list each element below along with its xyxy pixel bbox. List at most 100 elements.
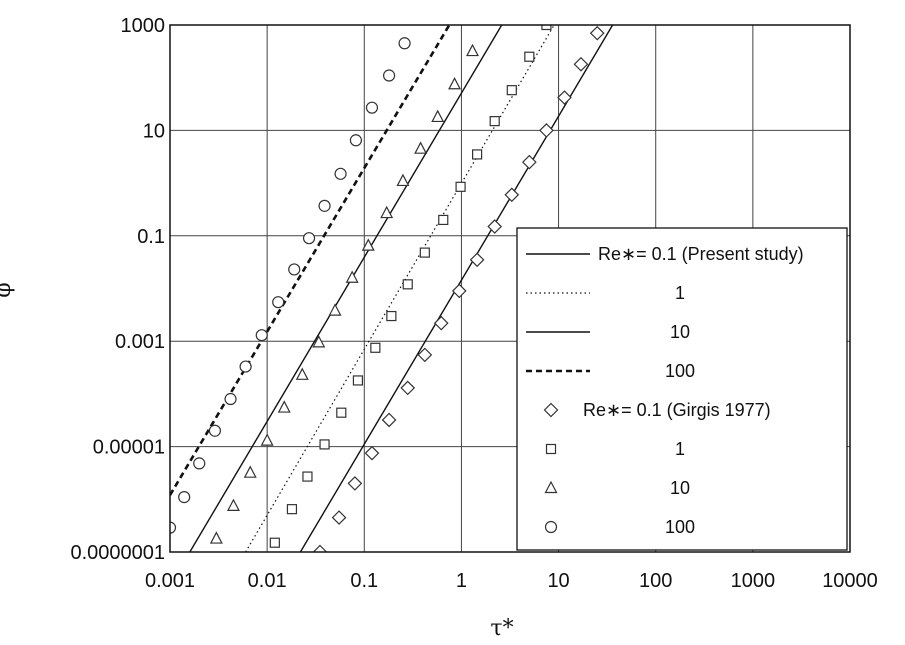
data-point <box>243 465 257 478</box>
markers <box>170 6 605 552</box>
data-point <box>239 360 252 373</box>
data-point <box>524 51 535 62</box>
data-point <box>226 498 240 511</box>
y-tick-label: 0.1 <box>137 226 165 248</box>
data-point <box>302 232 316 245</box>
data-point <box>573 56 589 72</box>
data-point <box>455 181 466 192</box>
data-point <box>286 504 298 515</box>
data-point <box>589 25 605 41</box>
data-point <box>382 69 396 82</box>
data-point <box>193 457 206 470</box>
x-tick-label: 10 <box>547 570 569 592</box>
legend-marker-swatch <box>544 520 558 534</box>
data-point <box>365 101 379 114</box>
data-point <box>334 167 347 180</box>
data-point <box>557 90 572 105</box>
legend-label: 100 <box>665 361 695 381</box>
legend-marker-swatch <box>544 480 558 494</box>
legend-label: 10 <box>670 322 690 342</box>
data-point <box>386 310 397 322</box>
data-point <box>208 424 222 437</box>
data-point <box>272 296 285 309</box>
data-point <box>288 263 301 276</box>
data-point <box>438 214 449 226</box>
data-point <box>209 531 223 544</box>
data-point <box>398 37 411 50</box>
data-point <box>364 445 380 461</box>
data-point <box>295 367 309 380</box>
data-point <box>400 380 416 396</box>
legend-label: 1 <box>675 283 685 303</box>
data-point <box>539 123 554 138</box>
data-point <box>260 433 274 446</box>
legend-label: Re∗= 0.1 (Girgis 1977) <box>583 400 771 420</box>
data-point <box>319 439 330 450</box>
x-tick-label: 0.001 <box>145 570 195 592</box>
data-point <box>312 544 328 552</box>
y-tick-label: 1000 <box>121 15 166 37</box>
data-point <box>328 303 342 316</box>
plot-frame <box>169 24 851 553</box>
x-tick-label: 1000 <box>731 570 776 592</box>
x-tick-label: 0.01 <box>248 570 287 592</box>
data-point <box>380 205 394 219</box>
legend-box <box>516 227 848 551</box>
data-point <box>255 329 268 342</box>
data-point <box>469 252 485 268</box>
data-point <box>419 247 430 258</box>
y-axis-label: φ <box>0 282 16 297</box>
data-point <box>448 76 462 90</box>
data-point <box>541 25 552 31</box>
legend: Re∗= 0.1 (Present study) 1 10 100 Re∗= 0.1 (… <box>516 227 848 551</box>
y-tick-label: 0.00001 <box>93 437 165 459</box>
data-point <box>347 476 363 491</box>
data-point <box>396 173 410 187</box>
data-point <box>336 407 347 418</box>
y-tick-label: 0.001 <box>115 331 165 353</box>
x-tick-labels: 0.001 0.01 0.1 1 10 100 1000 10000 <box>145 570 878 592</box>
data-point <box>472 149 483 160</box>
x-tick-label: 10000 <box>822 570 878 592</box>
data-point <box>414 141 428 154</box>
data-point <box>521 154 537 170</box>
x-tick-label: 100 <box>639 570 672 592</box>
data-point <box>312 335 326 348</box>
data-point <box>318 199 331 212</box>
x-axis-label: τ* <box>490 616 513 641</box>
data-point <box>345 270 359 283</box>
data-point <box>451 283 467 299</box>
data-point <box>433 315 449 331</box>
x-tick-label: 0.1 <box>350 570 378 592</box>
fit-line <box>245 25 555 552</box>
legend-label: 1 <box>675 439 685 459</box>
data-point <box>417 347 433 363</box>
data-point <box>489 116 500 127</box>
y-tick-labels: 0.0000001 0.00001 0.001 0.1 10 1000 <box>70 15 165 564</box>
legend-marker-swatch <box>545 443 557 455</box>
x-tick-label: 1 <box>456 570 467 592</box>
data-point <box>417 6 428 17</box>
fit-line <box>189 25 503 552</box>
legend-label: Re∗= 0.1 (Present study) <box>598 244 804 264</box>
data-point <box>487 219 503 234</box>
data-point <box>381 412 397 428</box>
fit-line <box>170 25 451 496</box>
data-point <box>431 109 445 123</box>
data-point <box>224 392 237 406</box>
data-point <box>402 279 413 290</box>
data-point <box>178 491 191 504</box>
y-tick-label: 0.0000001 <box>70 542 165 564</box>
y-tick-label: 10 <box>143 120 165 142</box>
data-point <box>352 375 364 386</box>
legend-label: 10 <box>670 478 690 498</box>
data-point <box>277 400 291 413</box>
data-point <box>506 85 517 96</box>
data-point <box>331 510 347 525</box>
legend-label: 100 <box>665 517 695 537</box>
data-point <box>504 187 520 203</box>
data-point <box>302 471 313 482</box>
legend-marker-swatch <box>543 402 559 418</box>
data-point <box>170 521 177 534</box>
